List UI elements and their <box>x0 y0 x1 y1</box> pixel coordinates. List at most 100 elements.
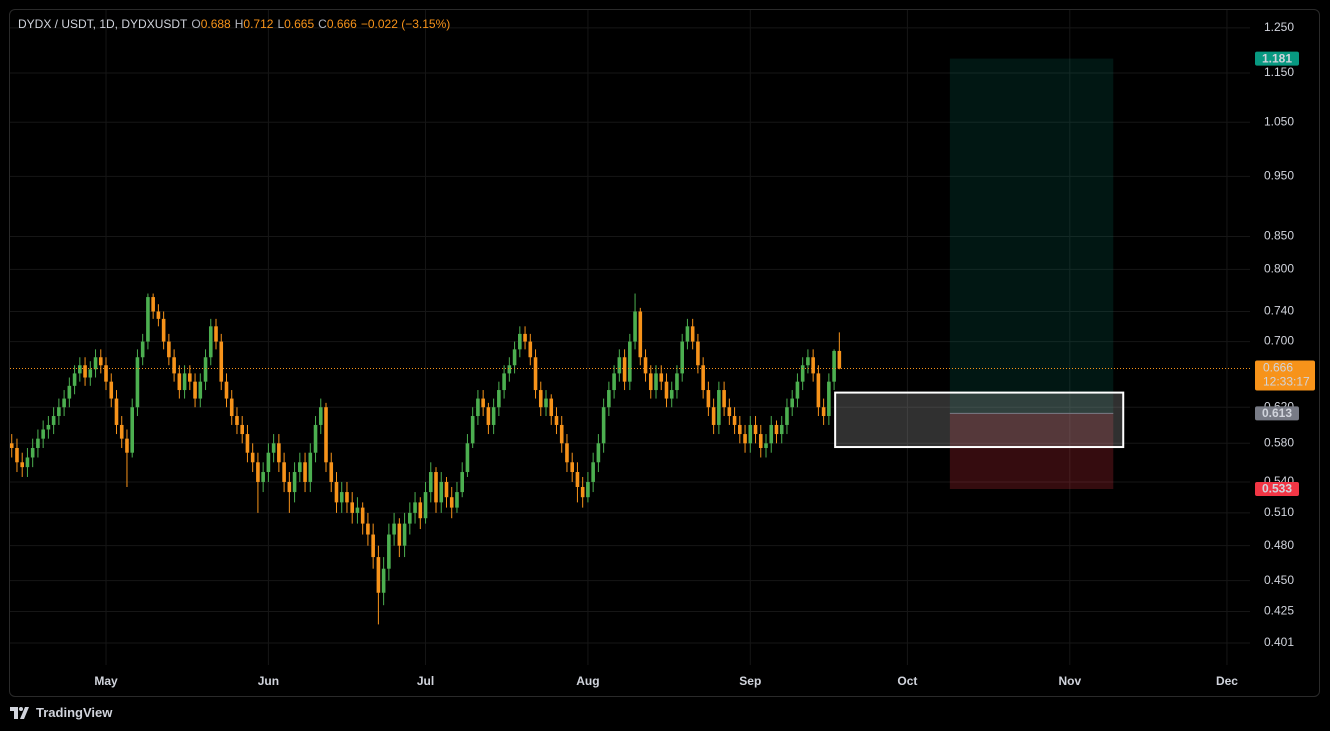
close-value: 0.666 <box>326 17 357 31</box>
candle-body <box>748 424 753 444</box>
candle-body <box>392 523 396 535</box>
x-tick-label: Nov <box>1058 674 1081 688</box>
candle-body <box>83 365 87 378</box>
candle-body <box>151 297 155 312</box>
candle-body <box>449 497 454 508</box>
candle-body <box>67 385 72 399</box>
candle-body <box>387 534 391 569</box>
y-tick-label: 0.401 <box>1264 635 1294 649</box>
candle-body <box>324 407 328 463</box>
candle-body <box>559 424 564 444</box>
x-tick-label: May <box>94 674 118 688</box>
candle-body <box>696 341 700 366</box>
candle-body <box>444 481 449 498</box>
close-label: C <box>318 17 327 31</box>
y-tick-label: 0.740 <box>1264 304 1294 318</box>
candle-body <box>140 341 145 358</box>
candle-body <box>25 457 30 468</box>
candle-body <box>235 416 239 425</box>
candle-body <box>15 447 19 463</box>
y-tick-label: 0.450 <box>1264 573 1294 587</box>
candle-body <box>743 434 747 444</box>
candle-body <box>229 398 234 417</box>
candle-body <box>497 390 501 408</box>
x-tick-label: Dec <box>1216 674 1238 688</box>
candle-body <box>638 311 643 358</box>
candle-body <box>439 481 444 503</box>
x-tick-label: Oct <box>897 674 917 688</box>
candle-body <box>366 523 370 535</box>
candle-body <box>397 523 402 546</box>
open-value: 0.688 <box>200 17 231 31</box>
candle-body <box>523 333 527 342</box>
candle-body <box>476 398 480 417</box>
footer[interactable]: TradingView <box>10 705 112 720</box>
candle-body <box>758 434 763 448</box>
candle-body <box>502 373 506 391</box>
candle-body <box>360 507 365 524</box>
candle-body <box>303 462 307 482</box>
candle-body <box>785 407 789 425</box>
candle-body <box>182 373 187 391</box>
candle-body <box>51 416 56 425</box>
candle-body <box>811 357 815 374</box>
last-price-label: 0.666 <box>1263 361 1293 375</box>
candle-body <box>345 492 349 503</box>
candle-body <box>633 311 637 342</box>
candle-body <box>219 341 224 382</box>
candle-body <box>586 481 590 498</box>
candle-body <box>601 407 606 444</box>
high-label: H <box>234 17 244 31</box>
brand-name: TradingView <box>36 705 113 720</box>
entry-label: 0.613 <box>1262 406 1292 420</box>
y-tick-label: 0.580 <box>1264 435 1294 449</box>
target-badge <box>1255 51 1299 66</box>
candle-body <box>575 472 580 487</box>
y-tick-label: 0.700 <box>1264 334 1294 348</box>
candle-body <box>507 365 512 374</box>
candle-body <box>93 357 98 370</box>
candle-body <box>617 357 622 374</box>
candle-body <box>193 381 197 399</box>
candle-body <box>648 373 653 391</box>
candle-body <box>282 462 286 482</box>
candle-body <box>643 357 648 374</box>
candle-body <box>428 472 433 493</box>
candle-body <box>628 341 632 382</box>
high-value: 0.712 <box>243 17 274 31</box>
candle-body <box>177 373 182 391</box>
candle-body <box>764 443 768 448</box>
candle-body <box>481 398 485 408</box>
candle-body <box>240 424 245 435</box>
candle-body <box>591 462 595 482</box>
candle-body <box>418 502 423 519</box>
candle-body <box>518 333 522 350</box>
candle-body <box>266 452 271 473</box>
candle-body <box>318 407 323 425</box>
candle-body <box>72 373 77 386</box>
candle-body <box>188 373 192 382</box>
candle-body <box>622 357 627 382</box>
brand-logo <box>10 706 29 719</box>
candle-body <box>512 349 517 366</box>
candle-body <box>549 398 554 417</box>
y-tick-label: 0.950 <box>1264 169 1294 183</box>
y-tick-label: 0.480 <box>1264 538 1294 552</box>
candle-body <box>413 502 417 513</box>
candle-body <box>245 434 250 453</box>
candle-body <box>837 350 842 369</box>
candle-body <box>198 381 203 399</box>
candle-body <box>769 424 774 444</box>
candle-body <box>62 398 66 408</box>
candle-body <box>41 429 45 439</box>
candle-body <box>779 424 784 435</box>
candle-body <box>119 424 124 439</box>
candle-body <box>800 365 805 382</box>
candle-body <box>790 398 794 408</box>
candle-body <box>250 452 255 463</box>
candle-body <box>109 381 114 399</box>
candle-body <box>371 534 375 558</box>
x-tick-label: Aug <box>576 674 599 688</box>
candle-body <box>732 416 737 425</box>
candle-body <box>706 390 711 408</box>
